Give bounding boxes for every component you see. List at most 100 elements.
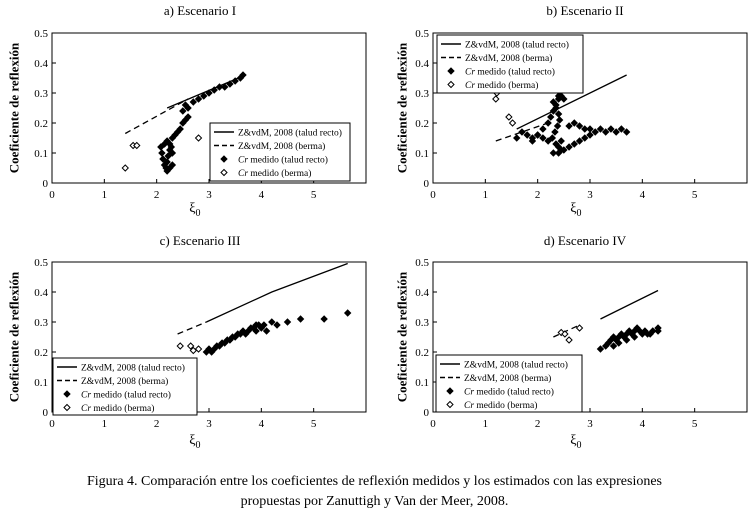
- x-tick-label: 0: [49, 418, 55, 430]
- x-tick-label: 2: [535, 418, 541, 430]
- x-tick-label: 3: [206, 189, 212, 201]
- data-point-berma: [505, 113, 513, 121]
- figure-4: a) Escenario I 0 0.1 0.2 0.3 0.4 0.5 0 1 2 3 4 5 Coef…: [7, 3, 748, 451]
- y-tick-label: 0: [424, 407, 430, 419]
- data-point-talud-recto: [552, 104, 560, 112]
- y-tick-label: 0.4: [34, 58, 48, 70]
- y-tick-label: 0.5: [415, 28, 429, 40]
- x-tick-label: 3: [206, 418, 212, 430]
- data-point-berma: [194, 134, 203, 142]
- data-point-talud-recto: [544, 137, 552, 145]
- x-axis-label: ξ0: [189, 433, 200, 451]
- x-tick-label: 5: [692, 418, 698, 430]
- data-point-talud-recto: [210, 86, 218, 94]
- data-point-talud-recto: [617, 125, 626, 133]
- data-point-talud-recto: [189, 98, 198, 106]
- data-point-talud-recto: [220, 83, 229, 91]
- data-point-talud-recto: [596, 125, 605, 133]
- data-point-talud-recto: [176, 125, 184, 133]
- data-point-talud-recto: [184, 104, 192, 112]
- chart-title: c) Escenario III: [160, 233, 241, 248]
- data-point-talud-recto: [239, 71, 247, 79]
- legend-label: Z&vdM, 2008 (talud recto): [81, 363, 185, 374]
- data-point-talud-recto: [252, 327, 260, 335]
- data-point-talud-recto: [581, 125, 589, 133]
- x-tick-label: 1: [483, 418, 489, 430]
- x-tick-label: 0: [430, 189, 436, 201]
- y-tick-label: 0.1: [34, 148, 48, 160]
- y-tick-label: 0.1: [415, 148, 429, 160]
- chart-title: b) Escenario II: [546, 3, 623, 18]
- data-point-talud-recto: [601, 128, 610, 136]
- data-point-talud-recto: [586, 131, 594, 139]
- model-line-berma: [553, 324, 580, 338]
- caption-line-1: Figura 4. Comparación entre los coeficie…: [86, 474, 662, 489]
- y-tick-label: 0: [43, 407, 49, 419]
- data-point-talud-recto: [551, 128, 559, 136]
- data-point-talud-recto: [523, 131, 531, 139]
- data-point-talud-recto: [528, 137, 537, 145]
- y-tick-label: 0.3: [415, 317, 429, 329]
- data-point-talud-recto: [575, 122, 584, 130]
- x-tick-label: 3: [587, 189, 593, 201]
- data-point-talud-recto: [622, 336, 631, 344]
- data-point-talud-recto: [591, 128, 599, 136]
- x-tick-label: 1: [483, 189, 489, 201]
- x-axis-label: ξ0: [570, 433, 581, 451]
- y-tick-label: 0.5: [415, 257, 429, 269]
- data-point-talud-recto: [205, 89, 213, 97]
- x-tick-label: 5: [311, 418, 317, 430]
- model-line-talud-recto: [516, 74, 627, 130]
- y-tick-label: 0.1: [34, 377, 48, 389]
- y-tick-label: 0.3: [415, 88, 429, 100]
- data-point-talud-recto: [159, 155, 167, 163]
- data-point-talud-recto: [560, 95, 568, 103]
- legend-box: [436, 34, 584, 94]
- data-point-talud-recto: [343, 309, 352, 317]
- legend-label: Cr medido (talud recto): [81, 390, 171, 401]
- y-axis-label: Coeficiente de reflexión: [7, 42, 22, 173]
- legend: Z&vdM, 2008 (talud recto) Z&vdM, 2008 (be…: [209, 122, 351, 182]
- y-tick-label: 0.2: [34, 347, 48, 359]
- legend-label: Cr medido (talud recto): [238, 155, 328, 166]
- model-line-berma: [177, 321, 207, 335]
- x-tick-label: 1: [102, 189, 108, 201]
- y-tick-label: 0.2: [415, 118, 429, 130]
- legend-swatch-diamond: [447, 80, 455, 89]
- data-point-talud-recto: [168, 161, 177, 169]
- legend-swatch-diamond: [446, 387, 454, 395]
- x-axis-label: ξ0: [570, 201, 581, 219]
- data-point-talud-recto: [575, 137, 584, 145]
- x-tick-label: 4: [259, 418, 265, 430]
- data-point-talud-recto: [609, 342, 618, 350]
- data-point-talud-recto: [539, 125, 547, 133]
- data-point-talud-recto: [268, 318, 276, 326]
- y-tick-label: 0: [424, 178, 430, 190]
- data-point-talud-recto: [164, 152, 172, 160]
- legend-label: Z&vdM, 2008 (talud recto): [464, 360, 568, 371]
- data-point-talud-recto: [166, 140, 174, 148]
- model-line-talud-recto: [206, 262, 348, 323]
- data-point-talud-recto: [570, 140, 579, 148]
- y-tick-label: 0.4: [415, 287, 429, 299]
- y-tick-label: 0.5: [34, 257, 48, 269]
- legend-label: Cr medido (talud recto): [464, 387, 554, 398]
- y-tick-label: 0.1: [415, 377, 429, 389]
- chart-panel-2: b) Escenario II 0 0.1 0.2 0.3 0.4 0.5 0 1 2 3 4 5 Coe…: [395, 3, 748, 219]
- chart-title: a) Escenario I: [164, 3, 236, 18]
- x-tick-label: 4: [640, 189, 646, 201]
- legend-box: [435, 354, 583, 413]
- legend-label: Cr medido (berma): [81, 403, 154, 414]
- data-point-talud-recto: [539, 134, 547, 142]
- y-tick-label: 0.2: [415, 347, 429, 359]
- y-tick-label: 0.2: [34, 118, 48, 130]
- legend: Z&vdM, 2008 (talud recto) Z&vdM, 2008 (be…: [52, 357, 198, 416]
- legend-label: Cr medido (berma): [464, 400, 537, 411]
- legend-label: Z&vdM, 2008 (berma): [465, 53, 552, 64]
- data-point-talud-recto: [565, 122, 573, 130]
- data-point-talud-recto: [215, 83, 224, 91]
- x-tick-label: 2: [154, 418, 160, 430]
- data-point-talud-recto: [226, 80, 234, 88]
- data-point-berma: [492, 95, 500, 103]
- legend-label: Z&vdM, 2008 (berma): [238, 141, 325, 152]
